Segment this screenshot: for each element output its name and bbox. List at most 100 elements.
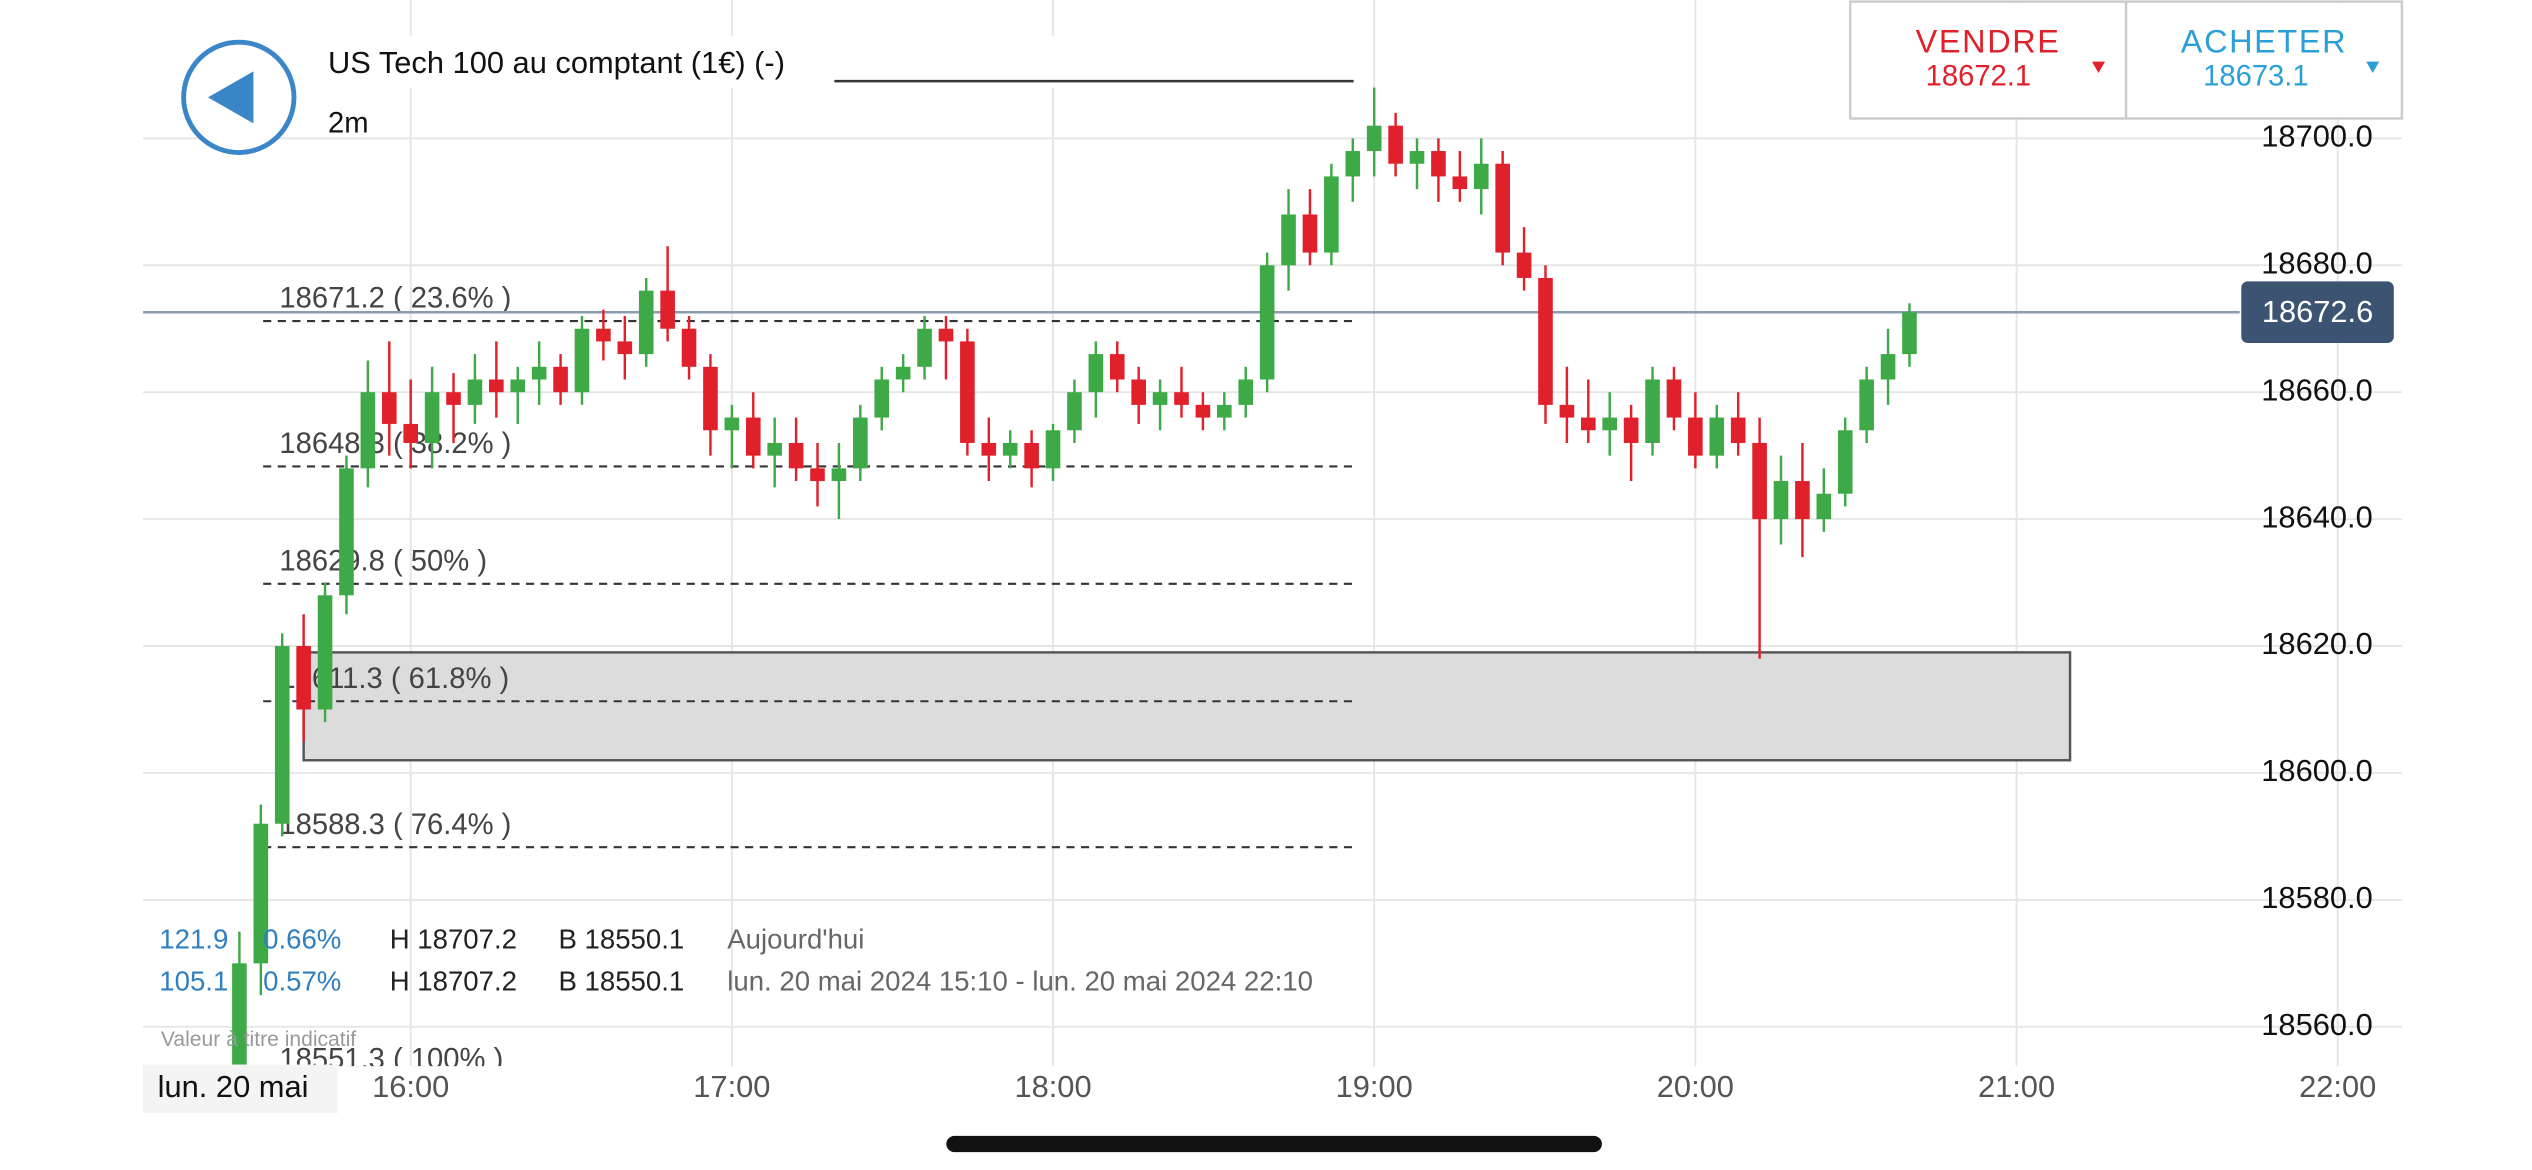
- stat-high: H 18707.2: [390, 966, 517, 997]
- candle-body: [1752, 442, 1767, 520]
- zone: [302, 651, 2072, 762]
- candle-body: [788, 442, 804, 469]
- candle-body: [596, 328, 611, 342]
- candle-body: [917, 328, 932, 367]
- candle-body: [1495, 163, 1510, 253]
- candle-body: [381, 392, 397, 424]
- candle-body: [1730, 417, 1746, 443]
- candle-body: [424, 392, 440, 443]
- candle-body: [1109, 354, 1125, 380]
- back-icon: [207, 71, 254, 124]
- candle-body: [1602, 417, 1618, 431]
- buy-label: ACHETER: [2181, 23, 2347, 59]
- candle-body: [531, 366, 547, 380]
- interval: 2m: [328, 108, 369, 140]
- plot: 18671.2 ( 23.6% ) 18648.3 ( 38.2% ) 18629.…: [143, 87, 2240, 1076]
- candle-body: [1174, 392, 1189, 405]
- y-tick-label: 18620.0: [2261, 626, 2372, 661]
- candle-body: [1431, 151, 1446, 177]
- title-bg: [321, 35, 1361, 88]
- fib-label: 18611.3 ( 61.8% ): [279, 663, 509, 695]
- stat-pct: 0.57%: [263, 966, 341, 997]
- fib-label: 18588.3 ( 76.4% ): [279, 809, 511, 841]
- candle-body: [1688, 417, 1703, 456]
- candle-body: [1088, 354, 1104, 393]
- candle-body: [1773, 481, 1789, 520]
- date-bg: [143, 1064, 338, 1114]
- candle-body: [1516, 252, 1532, 278]
- candle-body: [1559, 404, 1575, 418]
- candle-body: [638, 290, 654, 355]
- candle-body: [1709, 417, 1725, 456]
- chart-title: US Tech 100 au comptant (1€) (-): [328, 45, 785, 80]
- candle-body: [1581, 417, 1596, 431]
- candle-body: [1859, 379, 1874, 431]
- y-tick-label: 18580.0: [2261, 880, 2372, 915]
- sell-button[interactable]: VENDRE 18672.1: [1916, 23, 2105, 93]
- x-tick-label: 20:00: [1657, 1069, 1734, 1104]
- candle-body: [1538, 277, 1553, 405]
- candle-body: [1452, 176, 1468, 190]
- candle-body: [853, 417, 868, 469]
- fib-label: 18551.3 ( 100% ): [279, 1044, 503, 1076]
- candle-body: [938, 328, 954, 342]
- buy-arrow: [2366, 61, 2380, 74]
- candle-body: [1067, 392, 1082, 431]
- candle-body: [681, 328, 697, 367]
- candle-body: [1880, 354, 1896, 380]
- candle-body: [831, 468, 847, 482]
- stat-change: 121.9: [159, 923, 228, 954]
- candle-body: [1645, 379, 1660, 443]
- stat-high: H 18707.2: [390, 923, 517, 954]
- sell-arrow: [2091, 61, 2105, 74]
- candle-body: [1366, 125, 1382, 152]
- candle-body: [1795, 481, 1810, 520]
- stat-period: lun. 20 mai 2024 15:10 - lun. 20 mai 202…: [727, 966, 1313, 997]
- candle-body: [1002, 442, 1018, 456]
- candle-body: [467, 379, 483, 405]
- candle-body: [1388, 125, 1403, 164]
- x-tick-label: 22:00: [2299, 1069, 2376, 1104]
- x-tick-label: 18:00: [1014, 1069, 1091, 1104]
- y-tick-label: 18560.0: [2261, 1007, 2372, 1042]
- candle-body: [1324, 176, 1339, 253]
- candle-body: [1473, 163, 1489, 190]
- last-price-box: [2241, 281, 2394, 344]
- fib-label: 18629.8 ( 50% ): [279, 545, 487, 577]
- candle-body: [553, 366, 568, 393]
- candle-body: [296, 646, 311, 710]
- candle-body: [253, 823, 269, 964]
- candle-body: [403, 423, 418, 443]
- candle-body: [339, 468, 354, 596]
- candle-body: [232, 963, 247, 1067]
- candle-body: [960, 341, 975, 443]
- candle-body: [1259, 265, 1275, 380]
- stat-change: 105.1: [159, 966, 228, 997]
- candle-body: [574, 328, 590, 393]
- buy-button[interactable]: ACHETER 18673.1: [2181, 23, 2380, 93]
- candle-body: [724, 417, 740, 431]
- candle-body: [874, 379, 890, 418]
- x-tick-label: 19:00: [1336, 1069, 1413, 1104]
- candle-body: [446, 392, 461, 405]
- date-label: lun. 20 mai: [158, 1069, 309, 1104]
- overlay: 18560.0 18580.0 18600.0 18620.0 18640.0 18660…: [159, 118, 2394, 1104]
- candle-body: [1281, 214, 1296, 266]
- candle-body: [1623, 417, 1639, 443]
- candle-body: [1302, 214, 1318, 253]
- candle-body: [1024, 442, 1039, 469]
- y-tick-label: 18680.0: [2261, 245, 2372, 280]
- candle-body: [1816, 493, 1832, 520]
- candle-body: [1345, 151, 1361, 177]
- candle-body: [1195, 404, 1211, 418]
- grid: [143, 0, 2402, 1067]
- candle-body: [1902, 312, 1917, 355]
- candle-body: [489, 379, 504, 393]
- candle-body: [1131, 379, 1146, 405]
- candle-body: [360, 392, 376, 469]
- y-tick-label: 18700.0: [2261, 118, 2372, 153]
- candle-body: [1238, 379, 1254, 405]
- candle-body: [981, 442, 997, 456]
- buy-price: 18673.1: [2203, 61, 2309, 93]
